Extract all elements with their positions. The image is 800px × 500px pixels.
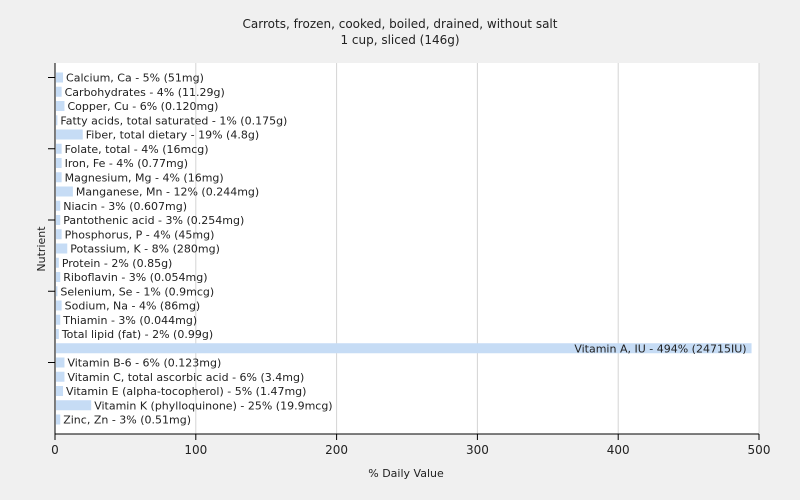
bar [56, 143, 62, 154]
bar [56, 72, 64, 83]
bar-label: Carbohydrates - 4% (11.29g) [65, 86, 225, 99]
bar-label: Calcium, Ca - 5% (51mg) [66, 72, 204, 85]
x-tick-label: 100 [184, 443, 207, 457]
bar [56, 215, 61, 225]
bar-label: Zinc, Zn - 3% (0.51mg) [63, 414, 191, 427]
bar [56, 129, 83, 140]
bar [56, 286, 58, 297]
x-tick-labels: 0 100 200 300 400 500 [51, 443, 770, 457]
bar-label: Vitamin E (alpha-tocopherol) - 5% (1.47m… [66, 385, 306, 398]
x-tick-label: 300 [466, 443, 489, 457]
axes-group [48, 63, 760, 440]
bar [56, 172, 62, 183]
bar-label: Vitamin A, IU - 494% (24715IU) [574, 342, 746, 355]
bar-label: Folate, total - 4% (16mcg) [65, 143, 209, 156]
bar-label: Manganese, Mn - 12% (0.244mg) [76, 186, 259, 199]
chart-title: Carrots, frozen, cooked, boiled, drained… [243, 17, 558, 31]
bar-label: Vitamin K (phylloquinone) - 25% (19.9mcg… [94, 399, 332, 412]
bar-label: Potassium, K - 8% (280mg) [70, 243, 220, 256]
grid-lines [195, 63, 760, 434]
bars-group [56, 72, 752, 425]
bar-label: Protein - 2% (0.85g) [62, 257, 173, 270]
bar [56, 86, 62, 97]
bar-label: Niacin - 3% (0.607mg) [63, 200, 187, 213]
bar [56, 229, 62, 240]
bar [56, 243, 68, 254]
bar [56, 158, 62, 168]
bar [56, 386, 64, 396]
bar [56, 300, 62, 311]
bar-label: Vitamin C, total ascorbic acid - 6% (3.4… [67, 371, 304, 384]
bar-label: Sodium, Na - 4% (86mg) [65, 300, 201, 313]
x-tick-label: 200 [325, 443, 348, 457]
bar-label: Riboflavin - 3% (0.054mg) [63, 271, 207, 284]
bar-label: Pantothenic acid - 3% (0.254mg) [63, 214, 244, 227]
bar-label: Selenium, Se - 1% (0.9mcg) [60, 285, 214, 298]
bar [56, 186, 73, 197]
bar-label: Vitamin B-6 - 6% (0.123mg) [67, 357, 221, 370]
bar-label: Fatty acids, total saturated - 1% (0.175… [60, 114, 287, 127]
bar [56, 257, 59, 268]
x-tick-label: 400 [607, 443, 630, 457]
bar-label: Thiamin - 3% (0.044mg) [62, 314, 197, 327]
bar-labels: Calcium, Ca - 5% (51mg)Carbohydrates - 4… [60, 72, 746, 427]
bar [56, 414, 61, 425]
x-tick-label: 0 [51, 443, 59, 457]
bar [56, 329, 59, 339]
bar [56, 101, 65, 111]
bar-label: Iron, Fe - 4% (0.77mg) [65, 157, 188, 170]
bar-label: Copper, Cu - 6% (0.120mg) [67, 100, 218, 113]
x-axis-title: % Daily Value [368, 467, 444, 480]
bar [56, 200, 61, 211]
plot-area [55, 63, 759, 434]
bar [56, 272, 61, 282]
bar-label: Total lipid (fat) - 2% (0.99g) [61, 328, 213, 341]
bar [56, 357, 65, 368]
bar-label: Magnesium, Mg - 4% (16mg) [65, 171, 224, 184]
bar [56, 314, 61, 325]
chart-subtitle: 1 cup, sliced (146g) [340, 33, 459, 47]
bar [56, 343, 752, 354]
bar [56, 400, 92, 411]
x-tick-label: 500 [748, 443, 771, 457]
bar-label: Fiber, total dietary - 19% (4.8g) [86, 129, 259, 142]
bar [56, 115, 58, 126]
bar [56, 371, 65, 382]
y-axis-title: Nutrient [35, 226, 48, 272]
bar-label: Phosphorus, P - 4% (45mg) [65, 228, 215, 241]
